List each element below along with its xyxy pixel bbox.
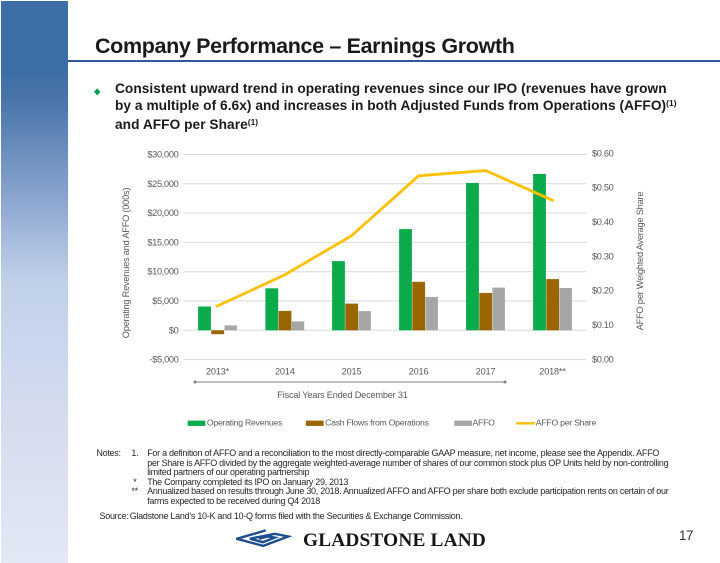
- svg-text:$5,000: $5,000: [152, 296, 178, 306]
- svg-text:-$5,000: -$5,000: [149, 355, 178, 365]
- svg-text:AFFO per Share: AFFO per Share: [536, 418, 597, 428]
- svg-text:$0.40: $0.40: [592, 217, 614, 227]
- svg-text:2013*: 2013*: [206, 366, 230, 376]
- svg-text:Operating Revenues: Operating Revenues: [207, 418, 283, 428]
- svg-text:$10,000: $10,000: [147, 267, 178, 277]
- svg-text:$0.30: $0.30: [592, 251, 614, 261]
- svg-text:AFFO per Weighted Average Shar: AFFO per Weighted Average Share: [635, 192, 645, 331]
- svg-text:$0.00: $0.00: [592, 354, 614, 364]
- svg-text:2017: 2017: [476, 366, 496, 376]
- svg-text:$0.60: $0.60: [592, 148, 614, 158]
- svg-text:$0.10: $0.10: [592, 320, 614, 330]
- svg-text:$0.20: $0.20: [592, 286, 614, 296]
- svg-text:2018**: 2018**: [539, 366, 566, 376]
- svg-text:Cash Flows from Operations: Cash Flows from Operations: [325, 418, 429, 428]
- svg-text:2016: 2016: [409, 366, 429, 376]
- svg-text:$15,000: $15,000: [147, 237, 178, 247]
- svg-text:2015: 2015: [342, 366, 362, 376]
- svg-text:Operating Revenues and AFFO (0: Operating Revenues and AFFO (000s): [121, 188, 131, 339]
- svg-text:$20,000: $20,000: [147, 208, 178, 218]
- svg-text:$0: $0: [169, 325, 179, 335]
- svg-text:$0.50: $0.50: [592, 183, 614, 193]
- svg-text:$25,000: $25,000: [147, 179, 178, 189]
- svg-text:$30,000: $30,000: [147, 150, 178, 160]
- svg-text:Fiscal Years Ended December 31: Fiscal Years Ended December 31: [277, 390, 407, 400]
- svg-text:2014: 2014: [275, 366, 295, 376]
- svg-text:AFFO: AFFO: [473, 418, 496, 428]
